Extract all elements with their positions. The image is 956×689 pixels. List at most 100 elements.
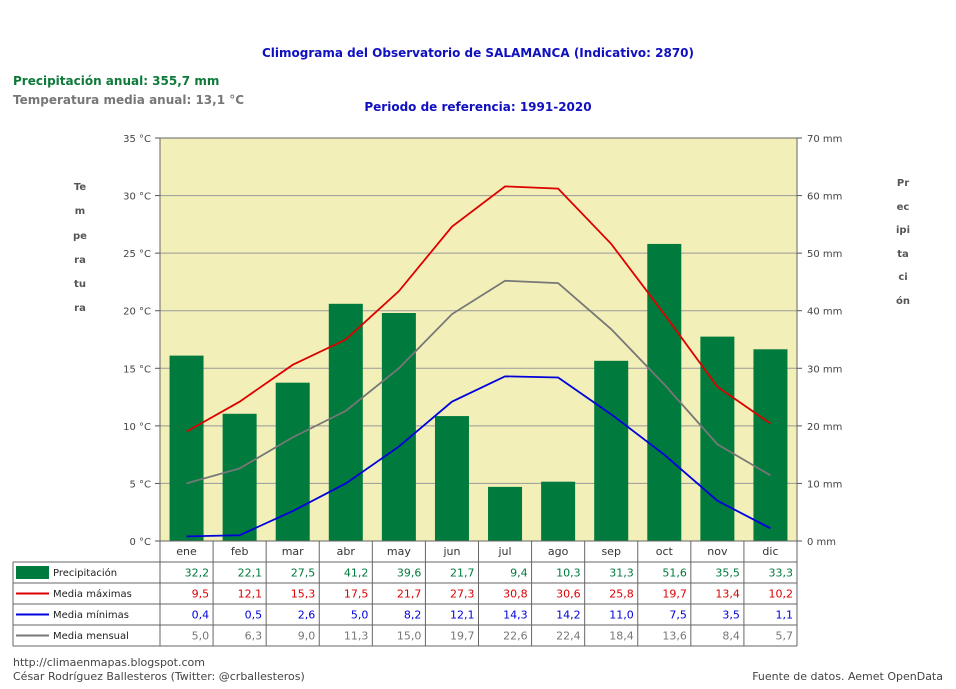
legend-label: Media mínimas: [53, 609, 129, 621]
table-value: 5,7: [776, 630, 794, 643]
left-tick-label: 25 °C: [123, 249, 151, 260]
table-value: 5,0: [192, 630, 210, 643]
table-value: 8,2: [404, 609, 422, 622]
left-axis-title: Temperatura: [73, 182, 87, 315]
table-value: 12,1: [238, 588, 263, 601]
table-value: 25,8: [609, 588, 634, 601]
left-tick-label: 10 °C: [123, 422, 151, 433]
table-value: 1,1: [776, 609, 794, 622]
legend-label: Media mensual: [53, 631, 129, 642]
legend-swatch-precip: [16, 566, 49, 579]
table-value: 11,3: [344, 630, 369, 643]
left-tick-label: 20 °C: [123, 307, 151, 318]
left-tick-label: 0 °C: [129, 537, 151, 548]
table-value: 27,5: [291, 567, 316, 580]
plot-area: [160, 138, 797, 541]
table-value: 13,6: [662, 630, 687, 643]
table-value: 17,5: [344, 588, 369, 601]
annual-precipitation: Precipitación anual: 355,7 mm: [13, 74, 220, 88]
precip-bar: [169, 355, 204, 541]
month-label: sep: [601, 545, 620, 558]
precip-bar: [328, 303, 363, 541]
precip-bar: [381, 313, 416, 541]
right-tick-label: 50 mm: [807, 249, 842, 260]
table-value: 10,2: [769, 588, 794, 601]
table-value: 5,0: [351, 609, 369, 622]
precip-bar: [753, 349, 788, 541]
precip-bar: [594, 360, 629, 541]
month-label: ago: [548, 545, 569, 558]
table-value: 6,3: [245, 630, 263, 643]
footer-author: César Rodríguez Ballesteros (Twitter: @c…: [13, 670, 305, 683]
legend-label: Precipitación: [53, 567, 117, 579]
table-value: 15,0: [397, 630, 422, 643]
month-label: abr: [337, 545, 356, 558]
table-value: 22,6: [503, 630, 528, 643]
line-min: [186, 375, 771, 538]
precip-bar: [275, 382, 310, 541]
precip-bar: [700, 336, 735, 541]
table-value: 12,1: [450, 609, 475, 622]
table-value: 27,3: [450, 588, 475, 601]
left-tick-label: 35 °C: [123, 134, 151, 145]
table-value: 19,7: [662, 588, 687, 601]
table-value: 21,7: [450, 567, 475, 580]
month-label: dic: [762, 545, 778, 558]
right-tick-label: 70 mm: [807, 134, 842, 145]
right-tick-label: 40 mm: [807, 307, 842, 318]
right-axis-title: Precipitación: [896, 178, 911, 307]
table-value: 2,6: [298, 609, 316, 622]
table-value: 9,5: [192, 588, 210, 601]
right-tick-label: 30 mm: [807, 364, 842, 375]
month-label: mar: [282, 545, 304, 558]
table-value: 3,5: [722, 609, 740, 622]
table-value: 8,4: [722, 630, 740, 643]
table-value: 32,2: [185, 567, 210, 580]
month-label: feb: [231, 545, 249, 558]
precip-bar: [222, 413, 257, 541]
table-value: 14,2: [556, 609, 581, 622]
month-label: may: [387, 545, 411, 558]
month-label: jul: [497, 545, 511, 558]
table-value: 7,5: [669, 609, 687, 622]
month-label: jun: [442, 545, 460, 558]
table-value: 51,6: [662, 567, 687, 580]
footer-source: Fuente de datos. Aemet OpenData: [752, 670, 943, 683]
table-value: 35,5: [715, 567, 740, 580]
right-tick-label: 10 mm: [807, 479, 842, 490]
table-value: 31,3: [609, 567, 634, 580]
table-value: 19,7: [450, 630, 475, 643]
left-tick-label: 30 °C: [123, 192, 151, 203]
right-tick-label: 0 mm: [807, 537, 836, 548]
table-value: 21,7: [397, 588, 422, 601]
precip-bar: [647, 243, 682, 541]
reference-period: Periodo de referencia: 1991-2020: [364, 100, 592, 114]
table-value: 30,6: [556, 588, 581, 601]
table-value: 39,6: [397, 567, 422, 580]
table-value: 33,3: [769, 567, 794, 580]
table-value: 9,4: [510, 567, 528, 580]
table-value: 10,3: [556, 567, 581, 580]
table-value: 30,8: [503, 588, 528, 601]
table-value: 13,4: [715, 588, 740, 601]
table-value: 14,3: [503, 609, 528, 622]
chart-title: Climograma del Observatorio de SALAMANCA…: [261, 46, 695, 60]
month-label: oct: [656, 545, 674, 558]
right-tick-label: 60 mm: [807, 192, 842, 203]
footer-url: http://climaenmapas.blogspot.com: [13, 656, 205, 669]
precip-bar: [541, 481, 576, 541]
table-value: 0,4: [192, 609, 210, 622]
left-tick-label: 5 °C: [129, 479, 151, 490]
table-value: 15,3: [291, 588, 316, 601]
table-value: 22,1: [238, 567, 263, 580]
table-value: 11,0: [609, 609, 634, 622]
line-mean: [186, 279, 771, 485]
precip-bar: [434, 416, 469, 541]
table-value: 18,4: [609, 630, 634, 643]
table-value: 0,5: [245, 609, 263, 622]
table-value: 9,0: [298, 630, 316, 643]
line-max: [186, 185, 771, 433]
table-value: 22,4: [556, 630, 581, 643]
table-value: 41,2: [344, 567, 369, 580]
